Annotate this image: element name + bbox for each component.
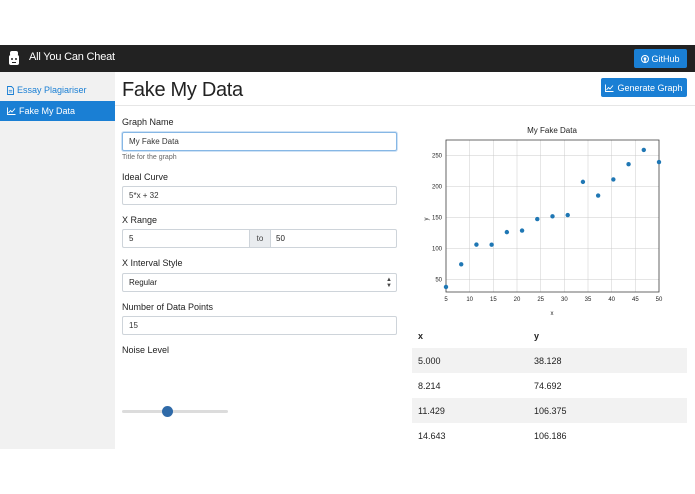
chart-plot-area <box>445 139 660 293</box>
app-brand[interactable]: All You Can Cheat <box>29 51 115 63</box>
graph-name-label: Graph Name <box>122 117 174 127</box>
sidebar-item-fake-my-data[interactable]: Fake My Data <box>0 101 115 121</box>
data-point <box>611 177 616 182</box>
data-point <box>459 262 464 267</box>
page-title: Fake My Data <box>122 79 243 101</box>
line-chart-icon <box>605 84 614 92</box>
table-cell-y: 106.186 <box>534 430 567 441</box>
x-tick-label: 5 <box>444 297 448 303</box>
x-tick-label: 30 <box>561 297 568 303</box>
y-tick-label: 200 <box>432 185 443 191</box>
data-point <box>474 242 479 247</box>
github-button[interactable]: GitHub <box>634 49 687 68</box>
table-row: 8.214 74.692 <box>412 373 687 398</box>
x-tick-label: 50 <box>656 297 663 303</box>
data-point <box>489 242 494 247</box>
x-range-from-input[interactable]: 5 <box>122 229 249 248</box>
title-divider <box>115 105 695 106</box>
chart-ticks: 5 10 15 20 25 30 35 40 45 50 50 100 150 200 250 <box>432 154 663 303</box>
data-table: x y 5.000 38.128 8.214 74.692 11.429 106… <box>412 323 687 448</box>
ideal-curve-label: Ideal Curve <box>122 172 169 182</box>
x-axis-label: x <box>551 311 554 317</box>
data-point <box>535 216 540 222</box>
x-tick-label: 45 <box>632 297 639 303</box>
table-cell-y: 38.128 <box>534 355 562 366</box>
main-content: Fake My Data Generate Graph Graph Name M… <box>115 72 695 449</box>
chart-title: My Fake Data <box>527 126 577 135</box>
table-cell-x: 14.643 <box>418 430 446 441</box>
table-row: 14.643 106.186 <box>412 423 687 448</box>
sidebar-item-label: Essay Plagiariser <box>17 85 87 95</box>
data-point <box>519 228 525 233</box>
sidebar-item-label: Fake My Data <box>19 106 76 116</box>
table-row: 5.000 38.128 <box>412 348 687 373</box>
sidebar: Essay Plagiariser Fake My Data <box>0 72 115 449</box>
ideal-curve-input[interactable]: 5*x + 32 <box>122 186 397 205</box>
y-axis-label: y <box>424 218 430 221</box>
chart-points <box>443 147 662 290</box>
x-tick-label: 20 <box>514 297 521 303</box>
chef-hat-logo-icon <box>9 51 19 65</box>
x-tick-label: 35 <box>585 297 592 303</box>
num-points-label: Number of Data Points <box>122 302 214 312</box>
data-point <box>443 284 449 290</box>
data-point <box>550 214 555 219</box>
table-row: 11.429 106.375 <box>412 398 687 423</box>
interval-style-select[interactable]: Regular ▲ ▼ <box>122 273 397 292</box>
x-tick-label: 25 <box>537 297 544 303</box>
data-point <box>595 193 601 198</box>
scatter-chart: My Fake Data 5 10 15 20 25 30 35 40 45 50 50 100 150… <box>424 126 663 317</box>
data-point <box>626 161 631 167</box>
table-header-row: x y <box>412 323 687 348</box>
data-point <box>504 229 510 235</box>
app-frame: All You Can Cheat GitHub Essay Plagiaris… <box>0 45 695 449</box>
document-icon <box>7 85 14 95</box>
table-cell-y: 74.692 <box>534 380 562 391</box>
data-point <box>580 179 586 185</box>
graph-name-input[interactable]: My Fake Data <box>122 132 397 151</box>
data-point <box>565 212 570 218</box>
table-cell-y: 106.375 <box>534 405 567 416</box>
table-cell-x: 11.429 <box>418 405 445 416</box>
x-range-to-input[interactable]: 50 <box>271 229 397 248</box>
line-chart-icon <box>7 107 16 115</box>
graph-name-help: Title for the graph <box>122 154 177 161</box>
data-point <box>641 147 646 153</box>
generate-graph-button[interactable]: Generate Graph <box>601 78 687 97</box>
github-icon <box>641 54 650 63</box>
data-point <box>656 159 662 165</box>
sidebar-item-essay-plagiariser[interactable]: Essay Plagiariser <box>0 80 115 100</box>
github-label: GitHub <box>651 53 680 64</box>
x-tick-label: 40 <box>608 297 615 303</box>
y-tick-label: 50 <box>435 278 442 284</box>
interval-style-value: Regular <box>129 278 158 287</box>
x-range-label: X Range <box>122 215 158 225</box>
table-header-x: x <box>418 330 424 341</box>
y-tick-label: 100 <box>432 247 443 253</box>
num-points-input[interactable]: 15 <box>122 316 397 335</box>
noise-level-label: Noise Level <box>122 345 170 355</box>
noise-level-slider-thumb[interactable] <box>162 406 174 417</box>
y-tick-label: 150 <box>432 216 443 222</box>
noise-level-slider[interactable] <box>122 410 228 413</box>
navbar: All You Can Cheat GitHub <box>0 45 695 72</box>
table-cell-x: 5.000 <box>418 355 441 366</box>
x-tick-label: 10 <box>466 297 473 303</box>
y-tick-label: 250 <box>432 154 443 160</box>
interval-style-label: X Interval Style <box>122 258 183 268</box>
x-range-to-addon: to <box>249 229 271 248</box>
generate-graph-label: Generate Graph <box>617 82 683 93</box>
select-arrows-icon: ▲ ▼ <box>386 277 392 289</box>
x-tick-label: 15 <box>490 297 497 303</box>
table-header-y: y <box>534 330 540 341</box>
table-cell-x: 8.214 <box>418 380 441 391</box>
